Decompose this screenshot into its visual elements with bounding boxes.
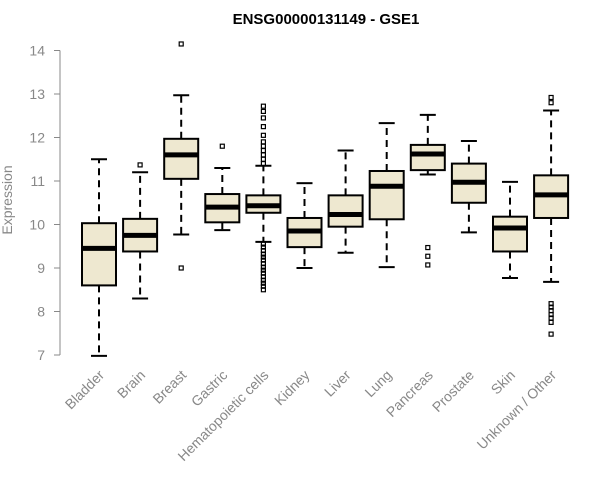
box-iqr bbox=[368, 169, 405, 221]
outlier-point bbox=[137, 162, 143, 168]
outlier-point bbox=[548, 319, 554, 325]
y-tick-label: 10 bbox=[29, 217, 45, 233]
box-gastric bbox=[204, 143, 241, 232]
outlier-point bbox=[260, 254, 266, 260]
outlier-point bbox=[548, 94, 554, 101]
y-tick-label: 12 bbox=[29, 130, 45, 146]
box-iqr bbox=[492, 215, 528, 253]
box-iqr bbox=[81, 222, 117, 287]
outlier-point bbox=[425, 253, 431, 259]
outlier-point bbox=[260, 152, 266, 158]
y-tick-label: 14 bbox=[29, 43, 45, 59]
outlier-point bbox=[260, 280, 266, 286]
x-tick-label: Kidney bbox=[271, 367, 313, 409]
outlier-point bbox=[260, 115, 266, 121]
box-bladder bbox=[81, 158, 117, 357]
outlier-point bbox=[260, 103, 266, 109]
outlier-point bbox=[425, 262, 431, 268]
outlier-point bbox=[260, 244, 266, 250]
x-tick-label: Liver bbox=[321, 367, 354, 400]
box-liver bbox=[327, 149, 364, 254]
outlier-point bbox=[260, 143, 266, 149]
y-tick-label: 8 bbox=[37, 304, 45, 320]
box-lung bbox=[368, 122, 405, 269]
y-tick-label: 11 bbox=[30, 173, 45, 189]
outlier-point bbox=[548, 331, 554, 337]
outlier-point bbox=[178, 41, 184, 47]
boxes bbox=[81, 41, 570, 357]
x-tick-label: Prostate bbox=[429, 367, 477, 415]
outlier-point bbox=[219, 143, 225, 149]
box-iqr bbox=[163, 137, 200, 180]
outlier-point bbox=[548, 100, 554, 106]
x-tick-label: Lung bbox=[361, 367, 394, 400]
x-tick-label: Skin bbox=[488, 367, 519, 398]
outlier-point bbox=[260, 124, 266, 130]
outlier-point bbox=[260, 257, 266, 263]
outlier-point bbox=[260, 108, 266, 115]
outlier-point bbox=[548, 301, 554, 307]
box-prostate bbox=[450, 139, 487, 234]
chart-title: ENSG00000131149 - GSE1 bbox=[233, 11, 420, 28]
box-kidney bbox=[286, 182, 323, 269]
box-pancreas bbox=[409, 113, 446, 268]
box-hematopoietic-cells bbox=[245, 103, 282, 293]
outlier-point bbox=[260, 139, 266, 145]
outlier-point bbox=[260, 270, 266, 276]
outlier-point bbox=[260, 156, 266, 162]
y-axis: 7 8 9 10 11 12 13 14 bbox=[29, 43, 61, 363]
box-breast bbox=[163, 41, 200, 271]
box-iqr bbox=[409, 143, 446, 172]
outlier-point bbox=[260, 241, 266, 247]
box-unknown-other bbox=[533, 94, 570, 337]
y-tick-label: 13 bbox=[29, 86, 45, 102]
outlier-point bbox=[260, 147, 266, 154]
y-tick-label: 9 bbox=[37, 260, 45, 276]
y-tick-label: 7 bbox=[37, 347, 45, 363]
box-skin bbox=[492, 180, 528, 280]
outlier-point bbox=[260, 132, 266, 138]
outlier-point bbox=[178, 265, 184, 271]
x-tick-label: Breast bbox=[149, 367, 189, 407]
x-tick-label: Brain bbox=[114, 367, 148, 401]
outlier-point bbox=[260, 267, 266, 273]
outlier-point bbox=[425, 244, 431, 251]
box-brain bbox=[122, 162, 159, 300]
outlier-point bbox=[260, 283, 266, 289]
x-tick-label: Bladder bbox=[62, 367, 108, 413]
box-iqr bbox=[327, 194, 364, 228]
y-axis-label: Expression bbox=[0, 165, 15, 234]
